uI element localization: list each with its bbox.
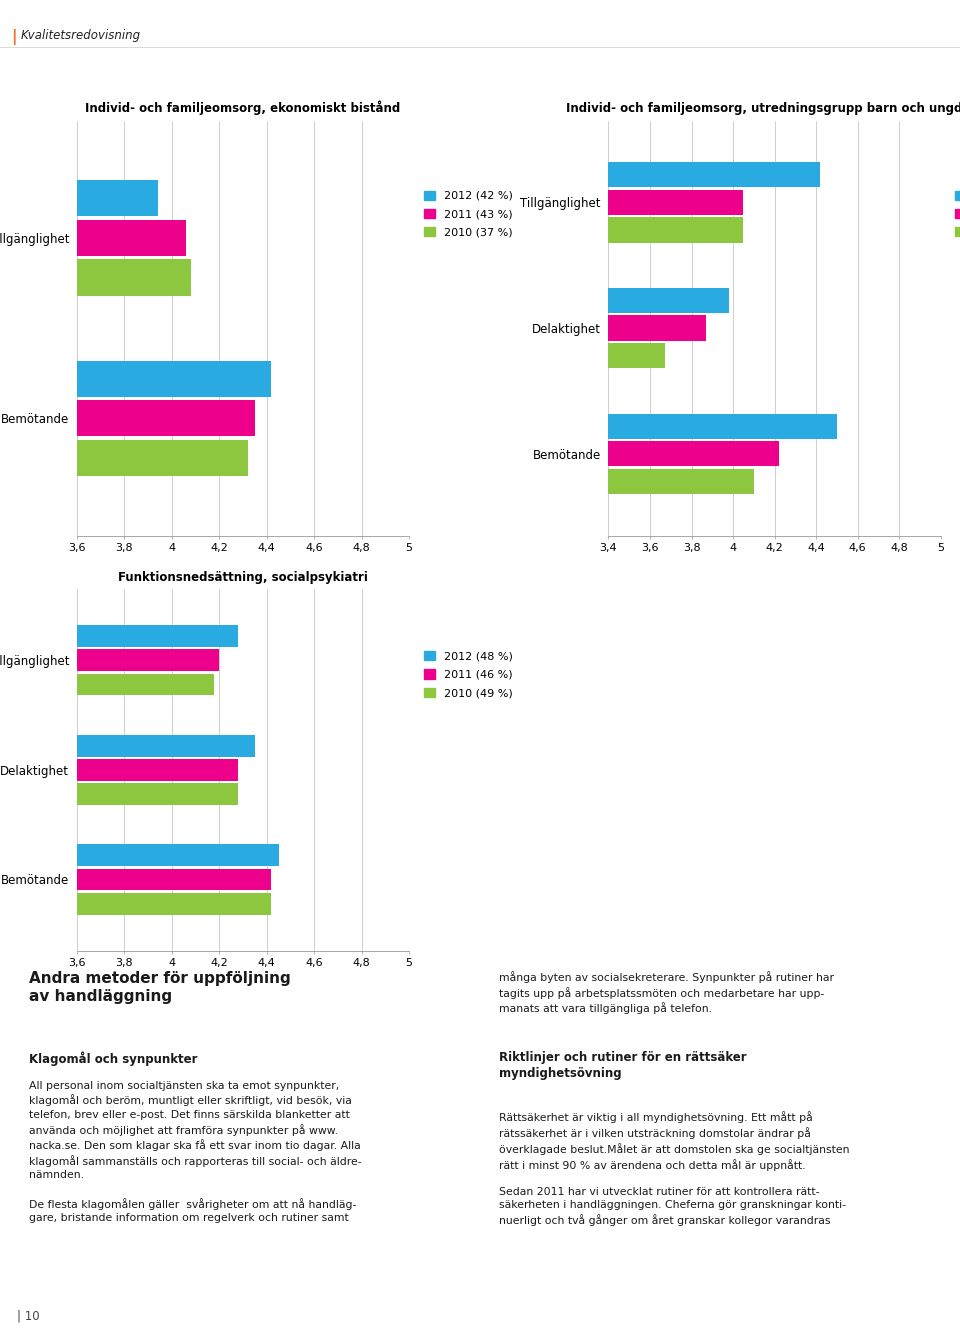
- Bar: [77, 360, 272, 396]
- Bar: [609, 414, 837, 439]
- Bar: [77, 625, 238, 647]
- Title: Individ- och familjeomsorg, utredningsgrupp barn och ungdom: Individ- och familjeomsorg, utredningsgr…: [566, 102, 960, 115]
- Bar: [77, 783, 238, 805]
- Bar: [609, 288, 729, 313]
- Text: Riktlinjer och rutiner för en rättsäker
myndighetsövning: Riktlinjer och rutiner för en rättsäker …: [499, 1051, 747, 1081]
- Legend: 2012 (31 %), 2011 (32 %), 2010 (30 %): 2012 (31 %), 2011 (32 %), 2010 (30 %): [953, 189, 960, 240]
- Bar: [77, 893, 272, 915]
- Bar: [609, 217, 743, 242]
- Text: | 10: | 10: [17, 1310, 40, 1323]
- Bar: [77, 735, 254, 757]
- Text: Kvalitetsredovisning: Kvalitetsredovisning: [21, 29, 141, 43]
- Bar: [77, 400, 254, 437]
- Bar: [609, 469, 754, 494]
- Text: |: |: [12, 29, 17, 46]
- Bar: [609, 316, 707, 340]
- Legend: 2012 (48 %), 2011 (46 %), 2010 (49 %): 2012 (48 %), 2011 (46 %), 2010 (49 %): [421, 649, 515, 700]
- Bar: [77, 179, 157, 216]
- Title: Funktionsnedsättning, socialpsykiatri: Funktionsnedsättning, socialpsykiatri: [118, 570, 368, 584]
- Bar: [609, 162, 821, 187]
- Bar: [609, 343, 664, 368]
- Text: Andra metoder för uppföljning
av handläggning: Andra metoder för uppföljning av handläg…: [29, 971, 291, 1004]
- Bar: [77, 441, 248, 477]
- Text: många byten av socialsekreterare. Synpunkter på rutiner har
tagits upp på arbets: många byten av socialsekreterare. Synpun…: [499, 971, 834, 1015]
- Legend: 2012 (42 %), 2011 (43 %), 2010 (37 %): 2012 (42 %), 2011 (43 %), 2010 (37 %): [421, 189, 515, 240]
- Text: Rättsäkerhet är viktig i all myndighetsövning. Ett mått på
rätssäkerhet är i vil: Rättsäkerhet är viktig i all myndighetsö…: [499, 1111, 850, 1227]
- Title: Individ- och familjeomsorg, ekonomiskt bistånd: Individ- och familjeomsorg, ekonomiskt b…: [85, 100, 400, 115]
- Bar: [77, 220, 186, 256]
- Bar: [77, 649, 219, 671]
- Bar: [609, 442, 779, 466]
- Bar: [77, 869, 272, 890]
- Text: All personal inom socialtjänsten ska ta emot synpunkter,
klagomål och beröm, mun: All personal inom socialtjänsten ska ta …: [29, 1081, 361, 1223]
- Bar: [77, 260, 191, 296]
- Text: Klagomål och synpunkter: Klagomål och synpunkter: [29, 1051, 198, 1066]
- Bar: [77, 845, 278, 866]
- Bar: [77, 759, 238, 781]
- Bar: [77, 674, 214, 695]
- Bar: [609, 190, 743, 214]
